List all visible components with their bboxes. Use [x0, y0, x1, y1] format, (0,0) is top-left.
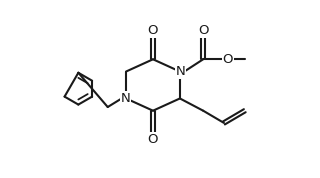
Text: O: O [148, 133, 158, 146]
Text: O: O [222, 53, 233, 66]
Text: O: O [148, 24, 158, 37]
Text: O: O [198, 24, 208, 37]
Text: N: N [121, 92, 131, 105]
Text: N: N [176, 65, 185, 78]
